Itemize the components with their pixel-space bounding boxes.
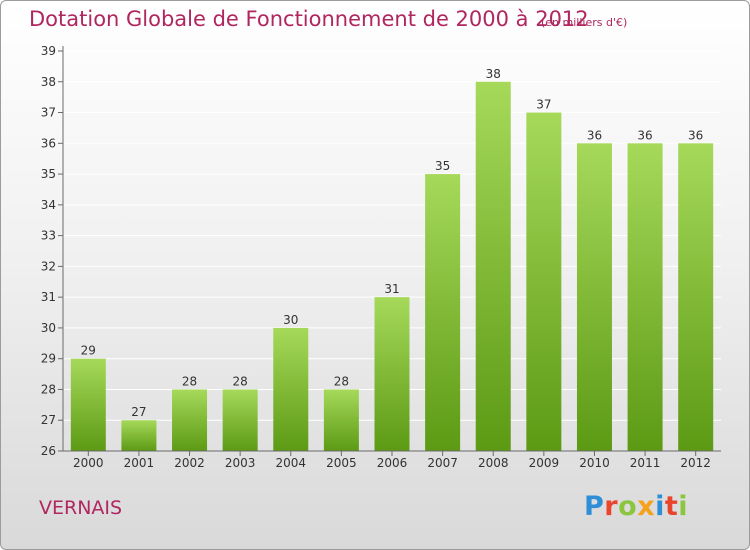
x-tick-label-2006: 2006	[377, 456, 408, 470]
data-label-2004: 30	[283, 313, 298, 327]
data-label-2011: 36	[637, 128, 652, 142]
data-label-2001: 27	[131, 405, 146, 419]
bar-2004	[273, 327, 309, 451]
data-label-2005: 28	[334, 374, 349, 388]
bar-2007	[425, 174, 461, 452]
proxiti-logo[interactable]: Proxiti	[584, 491, 688, 522]
x-tick-label-2008: 2008	[478, 456, 509, 470]
logo-letter: r	[604, 491, 619, 522]
data-label-2002: 28	[182, 374, 197, 388]
data-labels: 29 27 28 28 30 28 31 35 38 37 36 36 36	[81, 67, 704, 419]
bar-2005	[323, 389, 359, 451]
x-tick-label-2009: 2009	[529, 456, 560, 470]
bar-2011	[627, 143, 663, 452]
data-label-2010: 36	[587, 128, 602, 142]
x-tick-label-2005: 2005	[326, 456, 357, 470]
logo-letter: P	[584, 491, 605, 522]
x-tick-label-2003: 2003	[225, 456, 256, 470]
x-tick-label-2011: 2011	[630, 456, 661, 470]
logo-letter: i	[678, 491, 689, 522]
y-tick-label: 30	[41, 321, 56, 335]
x-tick-label-2002: 2002	[174, 456, 205, 470]
chart-title: Dotation Globale de Fonctionnement de 20…	[29, 7, 589, 31]
y-tick-label: 32	[41, 259, 56, 273]
y-tick-label: 38	[41, 75, 56, 89]
data-label-2003: 28	[233, 374, 248, 388]
chart-subtitle: (en milliers d'€)	[541, 16, 628, 29]
data-label-2007: 35	[435, 159, 450, 173]
data-label-2009: 37	[536, 98, 551, 112]
bar-2003	[222, 389, 258, 451]
data-label-2008: 38	[486, 67, 501, 81]
y-tick-label: 31	[41, 290, 56, 304]
bar-2006	[374, 297, 410, 451]
x-tick-label-2007: 2007	[427, 456, 458, 470]
x-tick-label-2004: 2004	[275, 456, 306, 470]
bar-2001	[121, 420, 157, 451]
bar-2012	[678, 143, 714, 452]
y-tick-label: 39	[41, 44, 56, 58]
y-tick-label: 36	[41, 136, 56, 150]
data-label-2006: 31	[384, 282, 399, 296]
x-tick-label-2000: 2000	[73, 456, 104, 470]
y-tick-label: 33	[41, 229, 56, 243]
x-tick-label-2001: 2001	[124, 456, 155, 470]
bar-2008	[475, 81, 511, 452]
logo-letter: x	[637, 491, 656, 522]
bars	[70, 81, 714, 452]
x-tick-label-2010: 2010	[579, 456, 610, 470]
y-tick-label: 26	[41, 444, 56, 458]
data-label-2012: 36	[688, 128, 703, 142]
bar-2009	[526, 112, 562, 452]
y-tick-label: 34	[41, 198, 56, 212]
bar-2000	[70, 358, 106, 451]
logo-letter: i	[655, 491, 665, 522]
logo-letter: o	[618, 491, 638, 522]
y-tick-label: 29	[41, 352, 56, 366]
commune-name: VERNAIS	[39, 497, 123, 519]
bar-2010	[576, 143, 612, 452]
data-label-2000: 29	[81, 344, 96, 358]
x-tick-label-2012: 2012	[680, 456, 711, 470]
y-tick-label: 37	[41, 106, 56, 120]
bar-2002	[172, 389, 208, 451]
logo-letter: t	[664, 491, 679, 522]
axes: 26 27 28 29 30 31 32 33 34 35 36 37 38 39 2000 2001 2002…	[41, 44, 721, 470]
y-tick-label: 28	[41, 382, 56, 396]
y-tick-label: 35	[41, 167, 56, 181]
y-tick-label: 27	[41, 413, 56, 427]
